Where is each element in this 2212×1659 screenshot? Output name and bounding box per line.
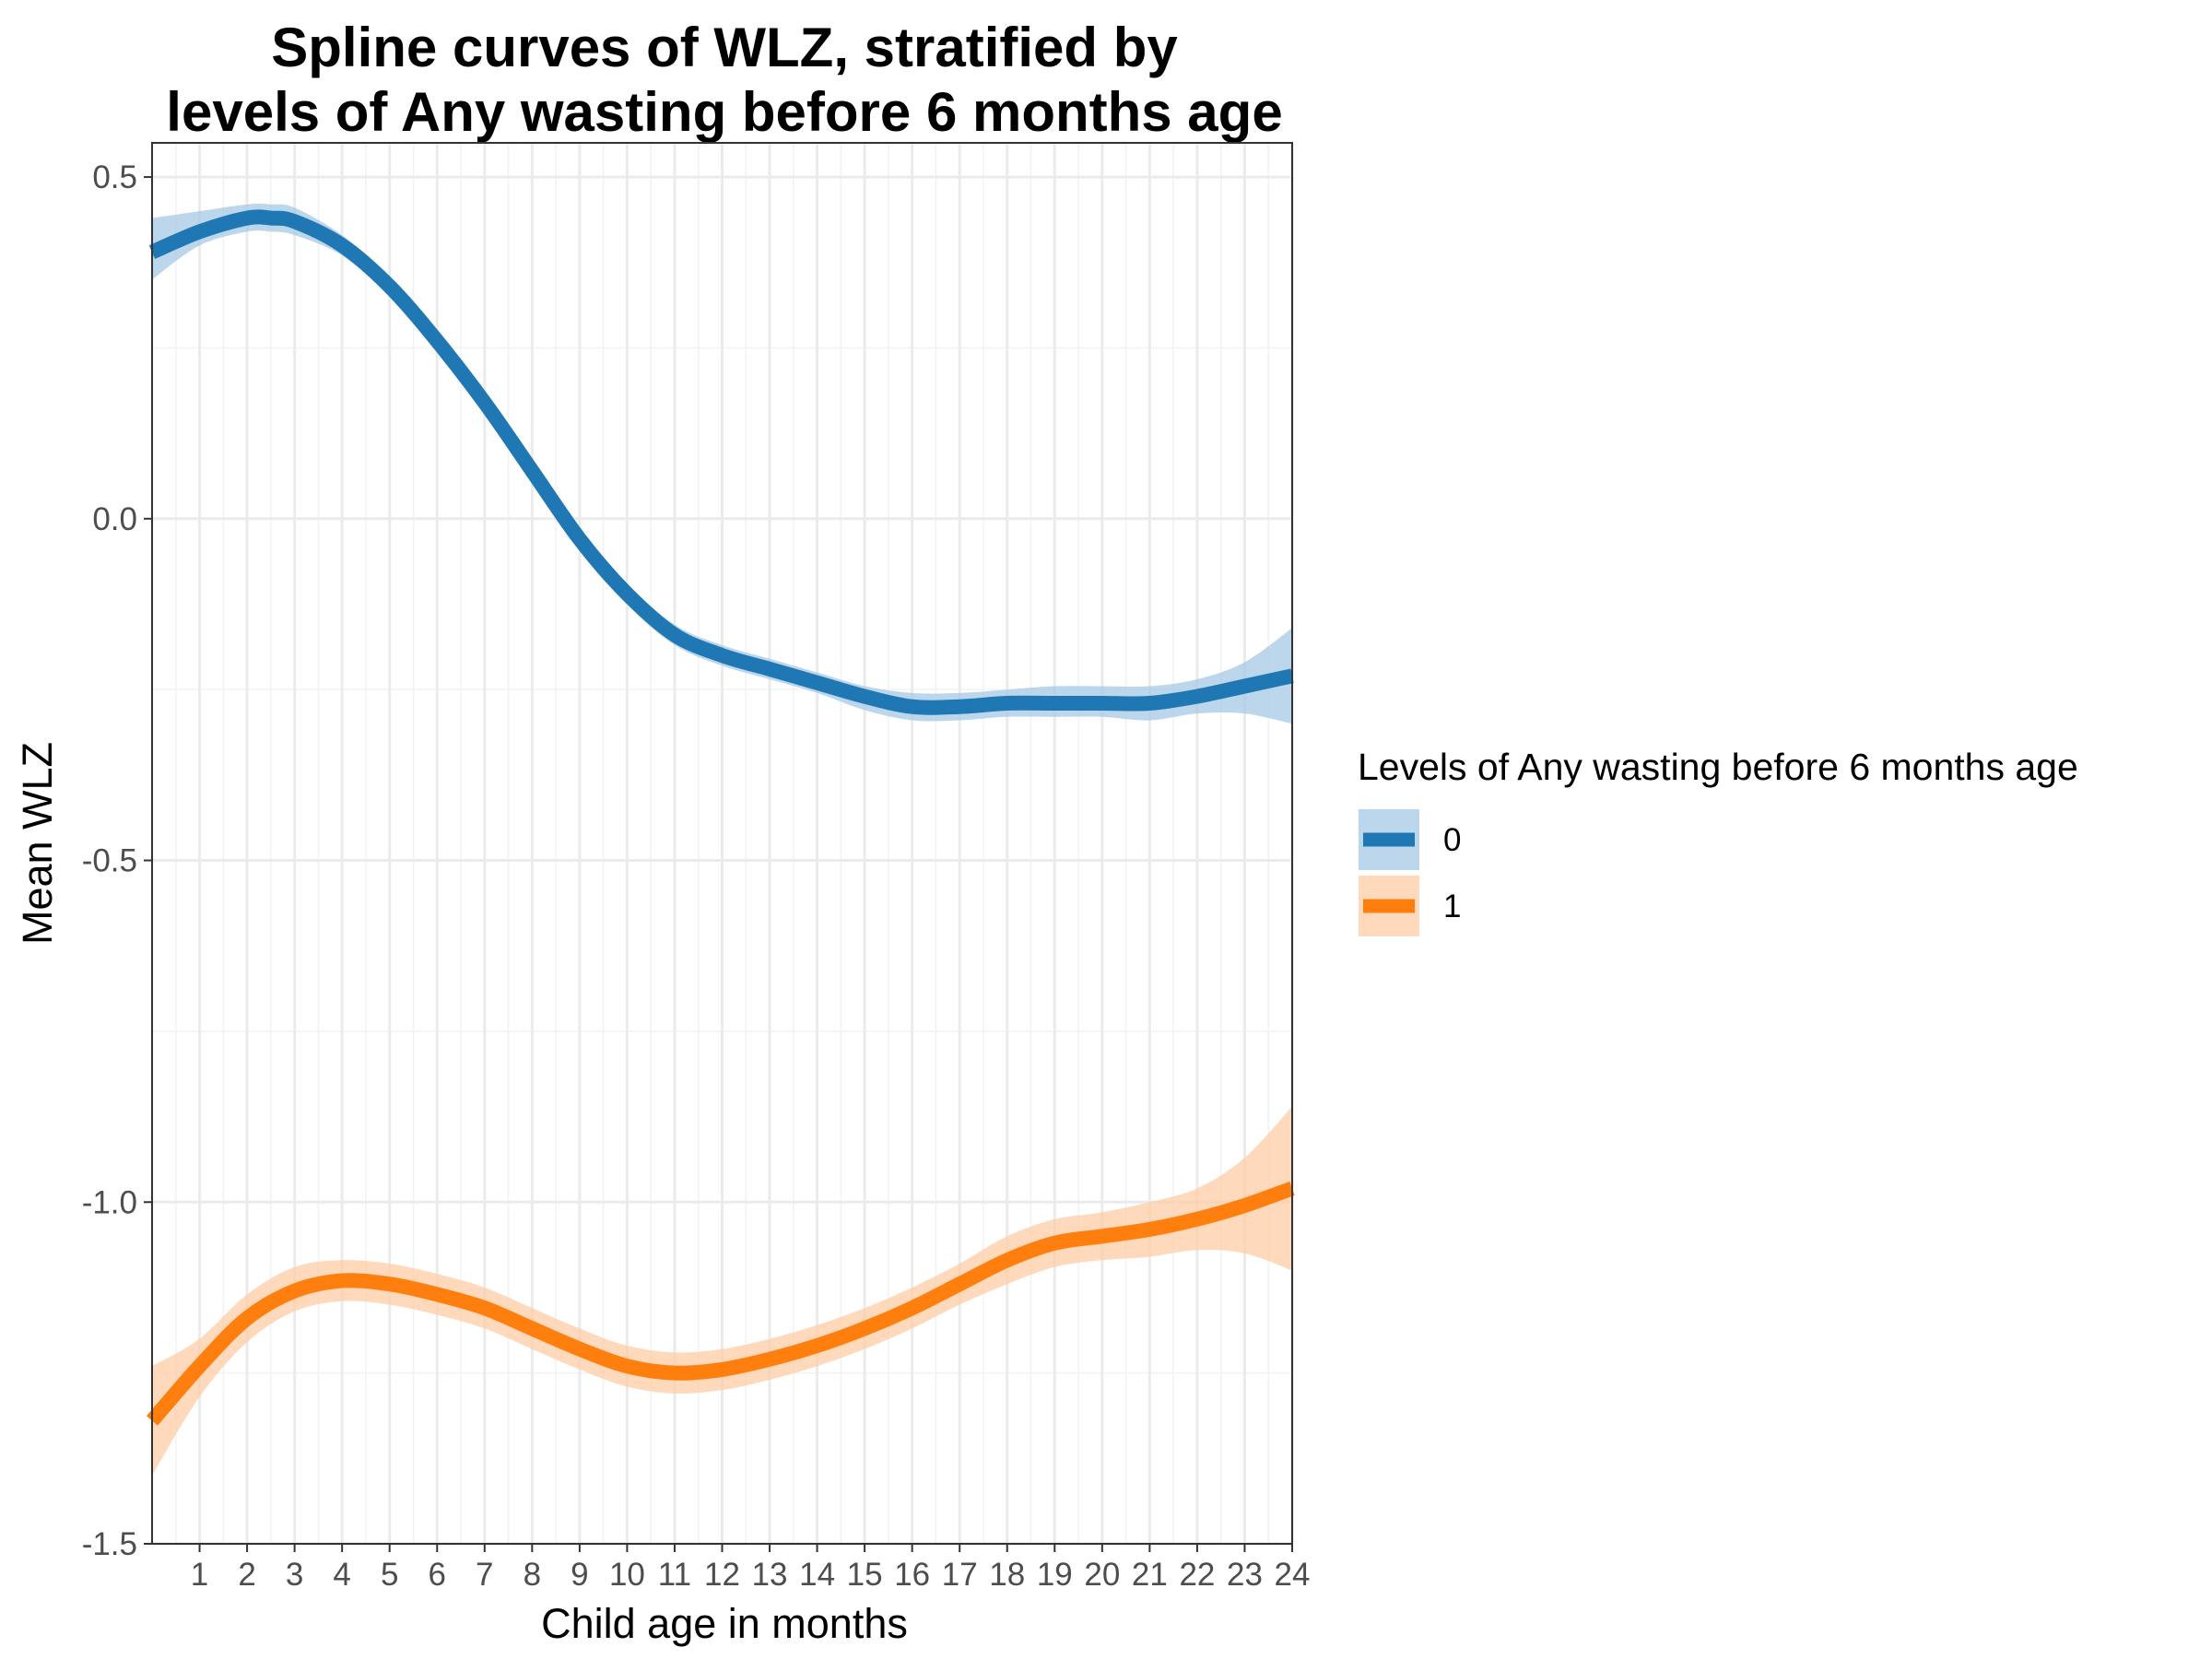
- x-tick-label: 4: [333, 1557, 350, 1593]
- y-tick-label: -1.5: [82, 1526, 137, 1562]
- x-tick-label: 7: [476, 1557, 493, 1593]
- x-tick-label: 20: [1084, 1557, 1120, 1593]
- y-tick-label: 0.0: [92, 501, 137, 537]
- x-tick-label: 15: [847, 1557, 883, 1593]
- chart-title-line-2: levels of Any wasting before 6 months ag…: [166, 81, 1282, 143]
- chart-title-line-1: Spline curves of WLZ, stratified by: [271, 17, 1178, 78]
- legend: Levels of Any wasting before 6 months ag…: [1358, 746, 2078, 936]
- x-tick-label: 9: [571, 1557, 588, 1593]
- x-tick-label: 14: [799, 1557, 835, 1593]
- x-tick-label: 16: [894, 1557, 930, 1593]
- axes: 1 2 3 4 5 6 7 8 9 10 11 12 13 14 15 16 17 18 19 20 21 22 23 240…: [82, 142, 1311, 1593]
- x-tick-label: 5: [381, 1557, 398, 1593]
- x-tick-label: 12: [704, 1557, 740, 1593]
- confidence-band-series-1: [152, 1106, 1292, 1476]
- x-tick-label: 2: [238, 1557, 255, 1593]
- x-tick-label: 22: [1179, 1557, 1215, 1593]
- x-tick-label: 18: [989, 1557, 1025, 1593]
- x-tick-label: 10: [609, 1557, 645, 1593]
- x-axis-title: Child age in months: [541, 1600, 908, 1647]
- series-lines: [146, 209, 1295, 1426]
- x-tick-label: 21: [1132, 1557, 1168, 1593]
- spline-line-series-1: [146, 1181, 1295, 1426]
- x-tick-label: 19: [1037, 1557, 1073, 1593]
- y-tick-label: -1.0: [82, 1184, 137, 1220]
- legend-label-1: 1: [1443, 888, 1461, 924]
- x-tick-label: 3: [286, 1557, 303, 1593]
- spline-line-series-0: [148, 209, 1294, 715]
- x-tick-label: 11: [658, 1557, 691, 1593]
- x-tick-label: 1: [191, 1557, 208, 1593]
- y-tick-label: 0.5: [92, 159, 137, 195]
- x-tick-label: 6: [429, 1557, 446, 1593]
- x-tick-label: 13: [752, 1557, 788, 1593]
- x-tick-label: 24: [1275, 1557, 1311, 1593]
- x-tick-label: 17: [942, 1557, 978, 1593]
- y-tick-label: -0.5: [82, 843, 137, 879]
- y-axis-title: Mean WLZ: [14, 742, 61, 945]
- x-tick-label: 8: [524, 1557, 541, 1593]
- legend-label-0: 0: [1443, 822, 1461, 858]
- legend-title: Levels of Any wasting before 6 months ag…: [1358, 746, 2078, 788]
- x-tick-label: 23: [1227, 1557, 1263, 1593]
